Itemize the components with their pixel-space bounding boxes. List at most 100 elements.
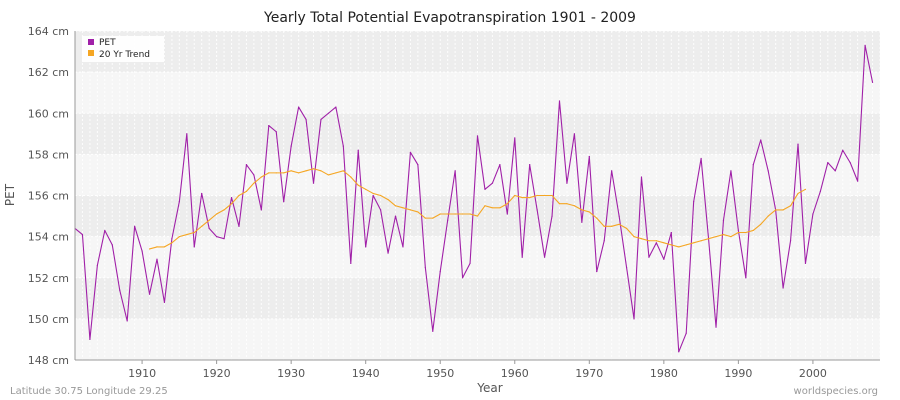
trend-point	[655, 240, 657, 242]
trend-point	[201, 225, 203, 227]
pet-point	[871, 81, 874, 84]
trend-point	[275, 172, 277, 174]
pet-point	[603, 240, 605, 242]
pet-point	[648, 256, 650, 258]
x-tick-label: 1910	[128, 367, 156, 380]
legend-label-trend: 20 Yr Trend	[99, 50, 150, 60]
pet-point	[693, 201, 695, 203]
pet-point	[342, 145, 344, 147]
pet-point	[134, 225, 136, 227]
pet-point	[111, 244, 113, 246]
trend-point	[782, 209, 784, 211]
trend-point	[253, 182, 255, 184]
trend-point	[789, 205, 792, 207]
trend-point	[618, 223, 620, 225]
pet-point	[372, 194, 374, 197]
pet-point	[178, 201, 180, 203]
trend-point	[394, 205, 397, 207]
legend: PET 20 Yr Trend	[82, 36, 164, 62]
pet-point	[320, 118, 322, 121]
y-tick-label: 148 cm	[28, 354, 69, 367]
trend-point	[558, 203, 561, 205]
pet-point	[812, 213, 814, 215]
pet-point	[104, 229, 106, 232]
x-tick-label: 1950	[426, 367, 454, 380]
trend-point	[342, 170, 344, 172]
pet-point	[529, 164, 531, 166]
trend-point	[536, 194, 538, 197]
trend-point	[707, 238, 710, 240]
trend-point	[365, 188, 367, 190]
pet-point	[290, 145, 292, 147]
pet-point	[558, 100, 561, 102]
trend-point	[424, 217, 426, 219]
trend-point	[484, 205, 486, 207]
trend-point	[663, 242, 665, 244]
pet-point	[439, 270, 441, 273]
trend-point	[402, 207, 404, 209]
legend-label-pet: PET	[99, 38, 116, 48]
pet-point	[275, 131, 277, 133]
trend-point	[693, 242, 695, 244]
pet-point	[655, 242, 657, 244]
x-axis-label: Year	[476, 381, 502, 395]
pet-point	[640, 176, 643, 178]
trend-point	[312, 168, 315, 170]
y-tick-label: 158 cm	[28, 148, 69, 161]
x-tick-label: 1990	[724, 367, 752, 380]
trend-point	[432, 217, 434, 219]
trend-point	[760, 223, 762, 225]
pet-point	[797, 143, 799, 145]
pet-point	[402, 246, 404, 248]
pet-point	[596, 270, 598, 273]
pet-point	[186, 133, 188, 135]
pet-point	[387, 252, 389, 254]
pet-point	[201, 192, 203, 195]
pet-point	[357, 149, 359, 151]
trend-point	[514, 194, 516, 197]
trend-point	[409, 209, 412, 211]
pet-point	[782, 287, 784, 289]
pet-point	[760, 139, 762, 141]
pet-point	[230, 196, 233, 199]
trend-point	[454, 213, 456, 215]
trend-point	[804, 188, 807, 190]
trend-point	[611, 225, 613, 227]
trend-point	[216, 213, 218, 215]
pet-point	[365, 246, 367, 248]
pet-point	[454, 170, 456, 172]
trend-point	[566, 203, 568, 205]
pet-point	[193, 246, 195, 248]
pet-point	[484, 188, 486, 190]
pet-point	[633, 318, 635, 320]
pet-point	[625, 266, 628, 269]
pet-point	[171, 238, 173, 240]
trend-point	[163, 246, 166, 248]
legend-box	[82, 36, 164, 62]
pet-point	[849, 162, 851, 164]
footer-coordinates: Latitude 30.75 Longitude 29.25	[10, 386, 168, 397]
pet-point	[260, 209, 262, 211]
trend-point	[648, 240, 650, 242]
pet-point	[521, 256, 523, 258]
pet-point	[394, 215, 397, 217]
trend-point	[685, 244, 687, 246]
trend-point	[387, 199, 389, 201]
pet-point	[611, 170, 613, 172]
y-axis-label: PET	[3, 183, 17, 206]
trend-point	[625, 227, 628, 229]
pet-point	[514, 137, 516, 139]
trend-point	[469, 213, 471, 215]
pet-point	[447, 219, 449, 221]
pet-point	[700, 157, 702, 160]
pet-point	[461, 277, 464, 279]
trend-point	[491, 207, 494, 209]
pet-point	[238, 225, 240, 227]
trend-point	[775, 209, 777, 211]
pet-point	[469, 262, 471, 264]
pet-point	[424, 266, 426, 269]
y-tick-label: 150 cm	[28, 313, 69, 326]
trend-point	[752, 229, 754, 232]
pet-point	[141, 250, 143, 252]
